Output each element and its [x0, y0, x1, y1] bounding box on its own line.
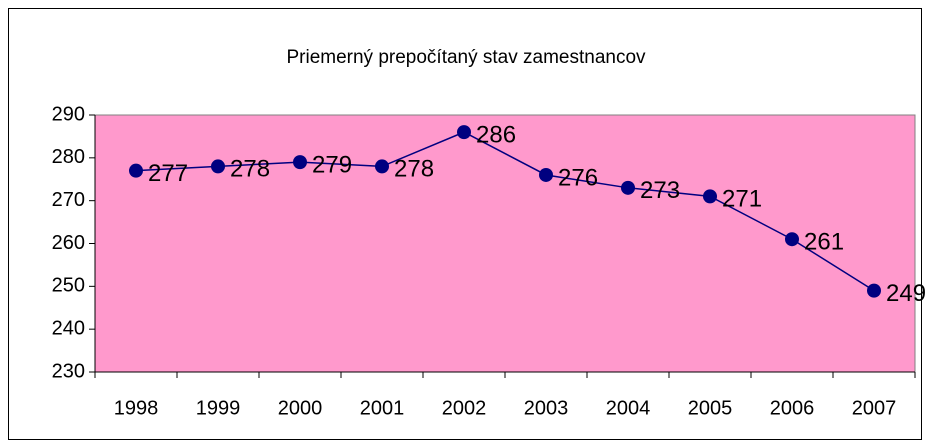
point	[129, 163, 143, 178]
point	[621, 180, 635, 195]
point	[703, 189, 717, 204]
x-tick-label: 2000	[278, 397, 323, 419]
data-label: 277	[148, 160, 188, 187]
y-tick-label: 290	[52, 103, 85, 125]
x-tick-label: 1998	[114, 397, 159, 419]
y-tick-label: 260	[52, 232, 85, 254]
x-tick-label: 2007	[852, 397, 897, 419]
point	[211, 159, 225, 174]
x-tick-label: 1999	[196, 397, 241, 419]
x-tick-label: 2004	[606, 397, 651, 419]
x-tick-label: 2001	[360, 397, 405, 419]
plot-area	[94, 114, 916, 373]
data-label: 273	[640, 177, 680, 204]
data-label: 276	[558, 164, 598, 191]
x-tick-label: 2005	[688, 397, 733, 419]
data-label: 271	[722, 186, 762, 213]
data-label: 279	[312, 151, 352, 178]
point	[539, 167, 553, 182]
x-tick-label: 2003	[524, 397, 569, 419]
data-label: 249	[886, 280, 926, 307]
y-tick-label: 270	[52, 189, 85, 211]
point	[375, 159, 389, 174]
point	[457, 125, 471, 140]
x-tick-label: 2006	[770, 397, 815, 419]
point	[785, 232, 799, 247]
data-label: 286	[476, 121, 516, 148]
y-tick-label: 240	[52, 317, 85, 339]
chart-title: Priemerný prepočítaný stav zamestnancov	[286, 47, 646, 68]
point	[293, 155, 307, 170]
y-tick-label: 230	[52, 360, 85, 382]
line	[135, 131, 875, 292]
point	[867, 283, 881, 298]
data-label: 278	[230, 156, 270, 183]
x-tick-label: 2002	[442, 397, 487, 419]
y-tick-label: 280	[52, 146, 85, 168]
data-label: 261	[804, 229, 844, 256]
data-label: 278	[394, 156, 434, 183]
y-tick-label: 250	[52, 275, 85, 297]
